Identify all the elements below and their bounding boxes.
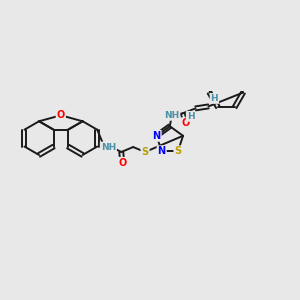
Text: O: O	[182, 118, 190, 128]
Text: S: S	[142, 147, 148, 157]
Text: NH: NH	[164, 111, 179, 120]
Text: N: N	[158, 146, 166, 156]
Text: N: N	[153, 131, 161, 141]
Text: NH: NH	[101, 142, 116, 152]
Text: O: O	[57, 110, 65, 120]
Text: S: S	[174, 146, 182, 156]
Text: H: H	[187, 112, 194, 121]
Text: O: O	[118, 158, 126, 168]
Text: H: H	[211, 94, 218, 103]
